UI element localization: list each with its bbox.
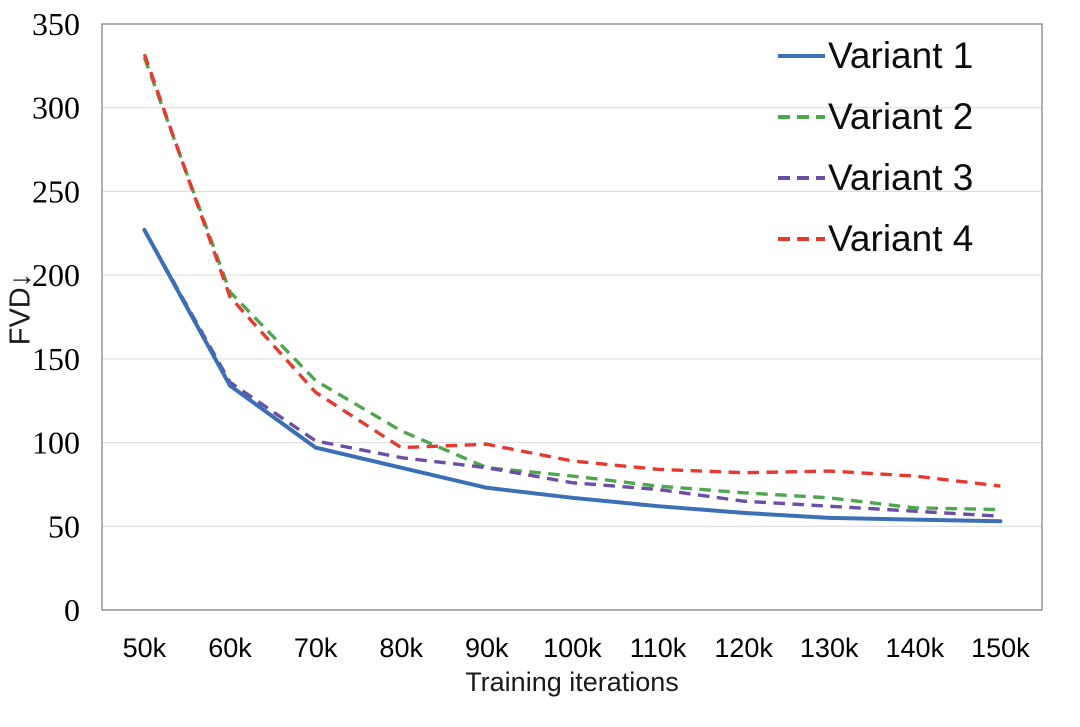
x-axis-title: Training iterations	[465, 667, 679, 697]
series-line-variant-3	[142, 229, 1001, 518]
legend-line-swatch	[778, 53, 825, 58]
plot-border	[101, 23, 1043, 611]
x-tick-label: 60k	[208, 633, 252, 663]
x-tick-label: 50k	[123, 633, 167, 663]
x-tick-label: 120k	[714, 633, 773, 663]
y-tick-label: 200	[32, 257, 80, 293]
legend-item-variant-1: Variant 1	[777, 25, 973, 86]
x-tick-label: 110k	[630, 633, 687, 663]
series-line-variant-4	[142, 53, 1001, 488]
series-line-variant-2	[142, 56, 1001, 512]
y-tick-label: 300	[32, 90, 80, 126]
y-tick-label: 100	[32, 425, 80, 461]
x-tick-label: 150k	[971, 633, 1030, 663]
legend-label: Variant 1	[828, 35, 974, 76]
y-tick-label: 0	[64, 592, 80, 628]
y-axis-title: FVD↓	[4, 272, 37, 346]
x-tick-label: 70k	[294, 633, 338, 663]
x-tick-label: 90k	[465, 633, 509, 663]
series-line-variant-1	[142, 227, 1003, 524]
legend-label: Variant 2	[828, 96, 974, 137]
y-tick-label: 350	[32, 6, 80, 42]
legend-line-swatch	[778, 175, 825, 180]
x-tick-label: 100k	[543, 633, 602, 663]
x-tick-label: 140k	[886, 633, 945, 663]
legend-line-swatch	[778, 236, 825, 241]
legend-item-variant-3: Variant 3	[777, 147, 973, 208]
legend: Variant 1 Variant 2 Variant 3 Variant 4	[777, 25, 973, 269]
y-tick-label: 150	[32, 341, 80, 377]
x-tick-label: 80k	[379, 633, 423, 663]
legend-line-swatch	[778, 114, 825, 119]
legend-label: Variant 3	[828, 157, 974, 198]
legend-label: Variant 4	[828, 218, 974, 259]
x-tick-label: 130k	[800, 633, 859, 663]
legend-item-variant-2: Variant 2	[777, 86, 973, 147]
legend-item-variant-4: Variant 4	[777, 208, 973, 269]
y-tick-label: 50	[48, 508, 80, 544]
y-tick-label: 250	[32, 173, 80, 209]
